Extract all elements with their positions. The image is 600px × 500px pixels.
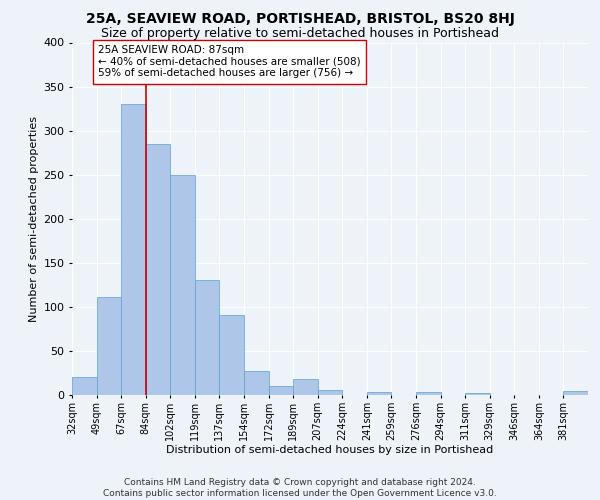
Bar	[293, 379, 318, 395]
Text: 25A SEAVIEW ROAD: 87sqm
← 40% of semi-detached houses are smaller (508)
59% of s: 25A SEAVIEW ROAD: 87sqm ← 40% of semi-de…	[98, 45, 361, 78]
Bar	[170, 174, 195, 395]
Bar	[244, 371, 269, 395]
Bar	[72, 378, 97, 395]
Bar	[416, 392, 440, 395]
X-axis label: Distribution of semi-detached houses by size in Portishead: Distribution of semi-detached houses by …	[166, 446, 494, 456]
Bar	[465, 393, 490, 395]
Bar	[367, 392, 391, 395]
Bar	[563, 390, 588, 395]
Bar	[269, 386, 293, 395]
Text: Size of property relative to semi-detached houses in Portishead: Size of property relative to semi-detach…	[101, 28, 499, 40]
Bar	[195, 280, 220, 395]
Text: 25A, SEAVIEW ROAD, PORTISHEAD, BRISTOL, BS20 8HJ: 25A, SEAVIEW ROAD, PORTISHEAD, BRISTOL, …	[86, 12, 514, 26]
Bar	[220, 315, 244, 395]
Bar	[97, 297, 121, 395]
Bar	[121, 104, 146, 395]
Bar	[318, 390, 342, 395]
Bar	[146, 144, 170, 395]
Y-axis label: Number of semi-detached properties: Number of semi-detached properties	[29, 116, 39, 322]
Text: Contains HM Land Registry data © Crown copyright and database right 2024.
Contai: Contains HM Land Registry data © Crown c…	[103, 478, 497, 498]
